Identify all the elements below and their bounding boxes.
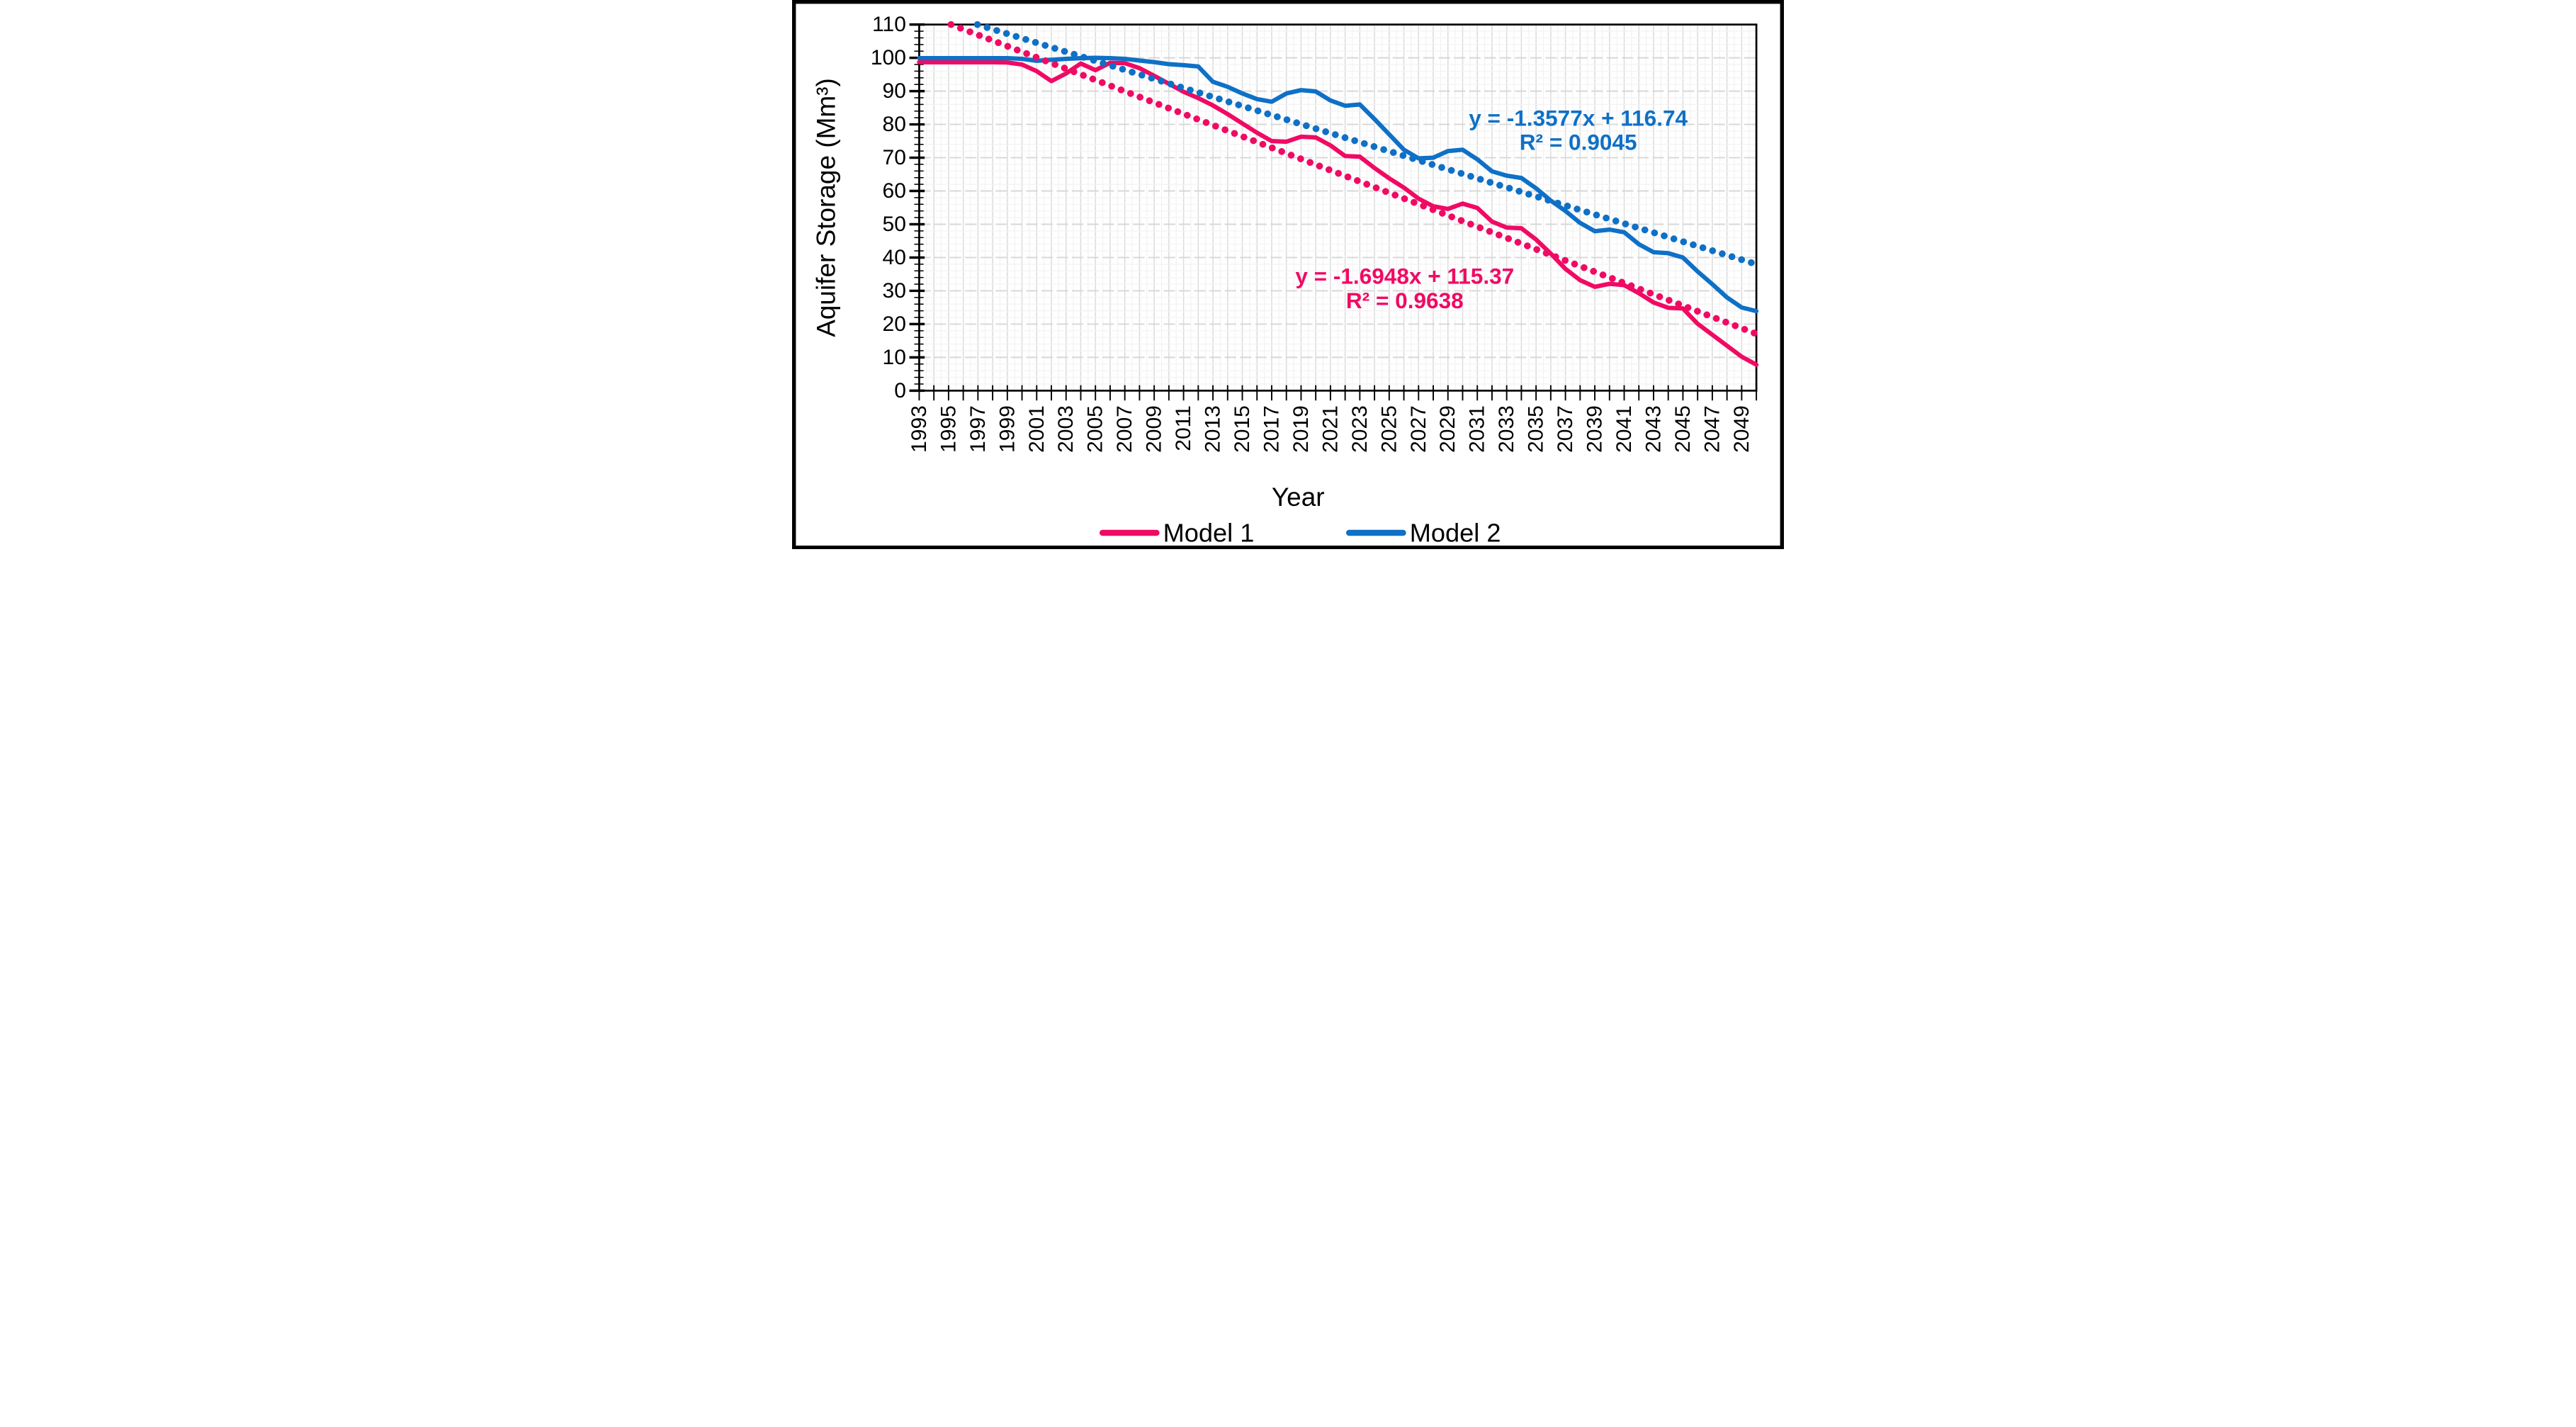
x-tick-label: 2049 (1730, 405, 1753, 453)
model2-r2: R² = 0.9045 (1520, 130, 1637, 155)
x-tick-label: 2023 (1348, 405, 1372, 453)
x-tick-label: 2013 (1202, 405, 1225, 453)
y-tick-label: 100 (871, 46, 906, 69)
y-tick-label: 90 (883, 79, 906, 103)
plot-frame (918, 23, 1758, 392)
x-tick-label: 2001 (1025, 405, 1049, 453)
x-tick-label: 2011 (1172, 405, 1195, 451)
y-tick-label: 110 (872, 13, 906, 36)
x-tick-label: 1993 (908, 405, 931, 453)
x-tick-label: 1995 (937, 405, 960, 453)
x-tick-label: 2015 (1231, 405, 1254, 453)
model2-equation: y = -1.3577x + 116.74 (1469, 105, 1688, 130)
chart-figure: 0 10 20 30 40 50 60 70 80 90 100 110 1993 1995 1997 199… (792, 0, 1784, 550)
model1-equation: y = -1.6948x + 115.37 (1295, 264, 1514, 289)
x-tick-label: 2009 (1143, 405, 1166, 453)
y-tick-label: 50 (883, 213, 906, 236)
x-tick-label: 2025 (1377, 405, 1401, 453)
x-tick-label: 2003 (1054, 405, 1078, 453)
y-tick-label: 40 (883, 246, 906, 269)
y-tick-label: 20 (883, 312, 906, 336)
tick-marks (909, 23, 1758, 401)
y-tick-label: 10 (883, 346, 906, 369)
x-tick-label: 2033 (1495, 405, 1518, 453)
x-tick-label: 2027 (1407, 405, 1430, 453)
x-tick-label: 1999 (995, 405, 1019, 453)
x-tick-label: 2037 (1554, 405, 1577, 453)
x-tick-label: 2007 (1113, 405, 1136, 453)
model2-line (917, 55, 1759, 314)
y-tick-label: 30 (883, 279, 906, 303)
legend-label-model2: Model 2 (1410, 518, 1501, 547)
y-tick-label: 70 (883, 146, 906, 169)
x-tick-label: 2005 (1084, 405, 1107, 453)
legend: Model 1 Model 2 (1099, 518, 1501, 547)
x-tick-label: 2029 (1436, 405, 1459, 453)
x-tick-label: 2021 (1318, 405, 1342, 453)
x-tick-label: 2045 (1671, 405, 1695, 453)
model1-r2: R² = 0.9638 (1346, 288, 1464, 313)
y-tick-label: 0 (894, 379, 906, 402)
x-tick-label: 2031 (1466, 405, 1489, 453)
y-tick-label: 80 (883, 113, 906, 136)
aquifer-storage-line-chart: 0 10 20 30 40 50 60 70 80 90 100 110 1993 1995 1997 199… (792, 0, 1784, 550)
model1-trendline (947, 21, 1760, 337)
gridlines (919, 24, 1757, 391)
legend-label-model1: Model 1 (1163, 518, 1255, 547)
model1-line (917, 60, 1759, 367)
x-tick-label: 2039 (1583, 405, 1607, 453)
y-axis-title: Aquifer Storage (Mm³) (812, 78, 841, 337)
x-axis-title: Year (1272, 483, 1325, 512)
x-tick-label: 2017 (1260, 405, 1283, 453)
model2-trendline (973, 21, 1760, 268)
x-tick-label: 2035 (1525, 405, 1548, 453)
x-tick-label: 2019 (1289, 405, 1313, 453)
outer-border (792, 0, 1784, 550)
y-tick-label: 60 (883, 179, 906, 203)
x-tick-label: 1997 (966, 405, 990, 453)
x-tick-label: 2047 (1700, 405, 1724, 453)
x-tick-label: 2043 (1642, 405, 1665, 453)
x-tick-label: 2041 (1612, 405, 1636, 453)
